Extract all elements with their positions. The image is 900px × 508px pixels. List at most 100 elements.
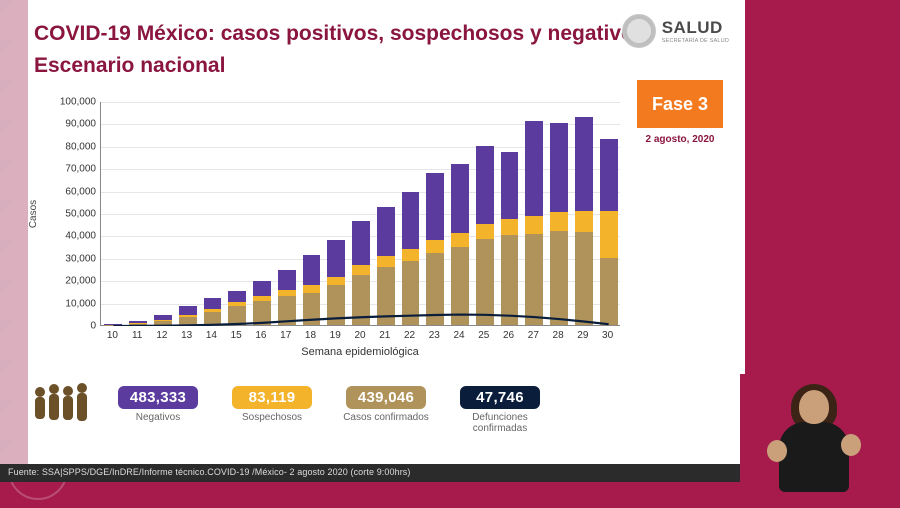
bar-segment-sospechosos [377,256,395,267]
bar-segment-negativos [179,306,197,315]
summary-label: Defunciones confirmadas [452,412,548,434]
bar-segment-confirmados [352,275,370,325]
summary-badge: 439,046Casos confirmados [338,386,434,434]
bar-segment-confirmados [278,296,296,325]
bar-segment-negativos [352,221,370,265]
summary-label: Sospechosos [224,412,320,423]
bar-segment-negativos [377,207,395,256]
slide-title-line1: COVID-19 México: casos positivos, sospec… [34,22,646,46]
bar-segment-sospechosos [154,320,172,321]
bar-segment-negativos [154,315,172,320]
bar-segment-negativos [550,123,568,211]
bar-segment-sospechosos [525,216,543,234]
x-tick: 24 [453,330,464,341]
y-tick: 60,000 [44,186,96,197]
x-tick: 15 [231,330,242,341]
x-tick: 26 [503,330,514,341]
x-tick: 25 [478,330,489,341]
bar-segment-confirmados [476,239,494,325]
summary-value: 47,746 [460,386,540,409]
salud-wordmark: SALUD [662,18,723,37]
bar-segment-confirmados [179,317,197,326]
bar-segment-negativos [278,270,296,290]
fase-date: 2 agosto, 2020 [637,134,723,145]
bar-segment-negativos [525,121,543,216]
bar-segment-negativos [451,164,469,232]
mexico-seal-icon [622,14,656,48]
bar-segment-confirmados [303,293,321,325]
y-tick: 50,000 [44,209,96,220]
bar-segment-sospechosos [600,211,618,258]
bar-segment-confirmados [228,306,246,325]
summary-label: Negativos [110,412,206,423]
stacked-bar-chart: Casos 010,00020,00030,00040,00050,00060,… [54,102,620,366]
bar-segment-sospechosos [352,265,370,275]
screenshot-root: COVID-19 México: casos positivos, sospec… [0,0,900,508]
bar-segment-sospechosos [253,296,271,301]
chart-y-ticks: 010,00020,00030,00040,00050,00060,00070,… [44,102,96,326]
salud-logo: SALUD SECRETARÍA DE SALUD [622,14,729,48]
bar-segment-sospechosos [402,249,420,261]
x-tick: 30 [602,330,613,341]
chart-y-label: Casos [28,200,39,228]
bar-segment-sospechosos [451,233,469,247]
gridline [101,102,620,103]
source-footer: Fuente: SSA|SPPS/DGE/InDRE/Informe técni… [0,464,745,482]
bar-segment-negativos [253,281,271,296]
bar-segment-negativos [501,152,519,219]
bar-segment-confirmados [600,258,618,325]
bar-segment-sospechosos [228,302,246,306]
x-tick: 10 [107,330,118,341]
y-tick: 70,000 [44,164,96,175]
x-tick: 14 [206,330,217,341]
bar-segment-confirmados [327,285,345,325]
bar-segment-confirmados [451,247,469,325]
summary-badge: 47,746 Defunciones confirmadas [452,386,548,434]
bar-segment-sospechosos [476,224,494,239]
y-tick: 90,000 [44,119,96,130]
people-silhouette-icon [30,380,94,426]
y-tick: 20,000 [44,276,96,287]
bar-segment-confirmados [550,231,568,325]
bar-segment-sospechosos [278,290,296,296]
bar-segment-negativos [327,240,345,277]
bar-segment-confirmados [402,261,420,325]
summary-value: 439,046 [346,386,426,409]
x-tick: 23 [429,330,440,341]
y-tick: 100,000 [44,97,96,108]
bar-segment-negativos [303,255,321,285]
fase-badge: Fase 3 [637,80,723,128]
summary-value: 483,333 [118,386,198,409]
x-tick: 17 [280,330,291,341]
x-tick: 28 [553,330,564,341]
bar-segment-sospechosos [501,219,519,235]
chart-plot-area [100,102,620,326]
sign-language-interpreter-thumbnail [740,374,888,490]
bar-segment-negativos [129,321,147,323]
x-tick: 12 [156,330,167,341]
bar-segment-sospechosos [204,309,222,312]
x-tick: 19 [330,330,341,341]
x-tick: 16 [255,330,266,341]
presentation-slide: COVID-19 México: casos positivos, sospec… [0,0,745,468]
summary-badges: 483,333 Negativos 83,119Sospechosos 439,046… [110,386,548,434]
bar-segment-confirmados [154,321,172,325]
y-tick: 40,000 [44,231,96,242]
y-tick: 30,000 [44,253,96,264]
x-tick: 18 [305,330,316,341]
bar-segment-negativos [426,173,444,240]
bar-segment-negativos [204,298,222,309]
y-tick: 10,000 [44,298,96,309]
bar-segment-negativos [402,192,420,249]
x-tick: 11 [132,330,142,341]
y-tick: 0 [44,321,96,332]
slide-title-line2: Escenario nacional [34,54,225,78]
bar-segment-sospechosos [575,211,593,232]
bar-segment-confirmados [426,253,444,325]
bar-segment-negativos [228,291,246,302]
salud-subtitle: SECRETARÍA DE SALUD [662,38,729,44]
bar-segment-confirmados [377,267,395,325]
summary-badge: 83,119Sospechosos [224,386,320,434]
slide-left-ornament [0,0,28,468]
bar-segment-confirmados [204,312,222,325]
